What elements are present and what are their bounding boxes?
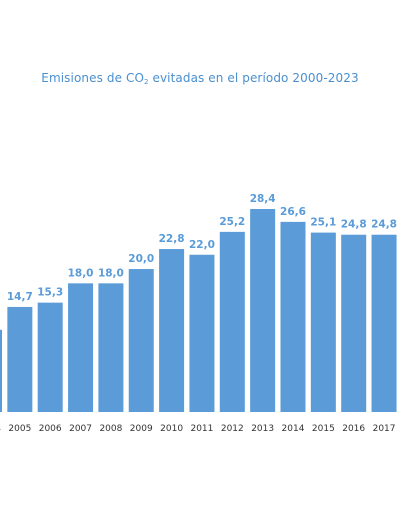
x-tick-label-2011: 2011: [190, 424, 213, 434]
x-tick-label-2016: 2016: [342, 424, 365, 434]
bar-2016: [341, 234, 367, 412]
value-label-2005: 14,7: [7, 291, 33, 303]
x-tick-label-2006: 2006: [39, 424, 62, 434]
x-tick-label-2013: 2013: [251, 424, 274, 434]
x-tick-label-2015: 2015: [312, 424, 335, 434]
bars-group: [0, 209, 397, 412]
bar-2017: [371, 234, 397, 412]
bar-2011: [189, 254, 215, 412]
x-tick-label-2010: 2010: [160, 424, 183, 434]
bar-2009: [128, 269, 154, 412]
bar-2014: [280, 221, 306, 412]
value-label-2010: 22,8: [159, 233, 185, 245]
x-tick-labels-group: 2004 2005 2006 2007 2008 2009 2010 2011 2012 2013…: [0, 424, 396, 434]
x-tick-label-2008: 2008: [99, 424, 122, 434]
value-label-2011: 22,0: [189, 239, 215, 251]
value-label-2017: 24,8: [371, 219, 397, 231]
bar-2008: [98, 283, 124, 412]
value-label-2013: 28,4: [250, 193, 276, 205]
bar-2007: [68, 283, 94, 412]
chart-title-suffix: evitadas en el período 2000-2023: [148, 71, 359, 85]
value-label-2008: 18,0: [98, 267, 124, 279]
bar-2010: [159, 249, 185, 412]
value-label-2015: 25,1: [310, 217, 336, 229]
bar-2006: [37, 302, 63, 412]
x-tick-label-2005: 2005: [8, 424, 31, 434]
chart-title-subscript: 2: [144, 78, 149, 86]
chart-title: Emisiones de CO2 evitadas en el período …: [0, 71, 400, 86]
value-label-2014: 26,6: [280, 206, 306, 218]
value-label-2009: 20,0: [128, 253, 154, 265]
value-label-2006: 15,3: [37, 287, 63, 299]
value-labels-group: 14,7 15,3 18,0 18,0 20,0 22,8 22,0 25,2 28,4 26,6…: [7, 193, 397, 303]
bar-2015: [310, 232, 336, 412]
bar-2004: [0, 329, 2, 412]
value-label-2007: 18,0: [68, 267, 94, 279]
x-tick-label-2004: 2004: [0, 424, 1, 434]
x-tick-label-2014: 2014: [282, 424, 305, 434]
bar-2012: [219, 231, 245, 412]
x-tick-label-2012: 2012: [221, 424, 244, 434]
value-label-2016: 24,8: [341, 219, 367, 231]
value-label-2012: 25,2: [219, 216, 245, 228]
x-tick-label-2007: 2007: [69, 424, 92, 434]
x-tick-label-2009: 2009: [130, 424, 153, 434]
x-tick-label-2017: 2017: [373, 424, 396, 434]
bar-2005: [7, 306, 33, 412]
bar-2013: [250, 209, 276, 412]
chart-title-prefix: Emisiones de CO: [41, 71, 144, 85]
